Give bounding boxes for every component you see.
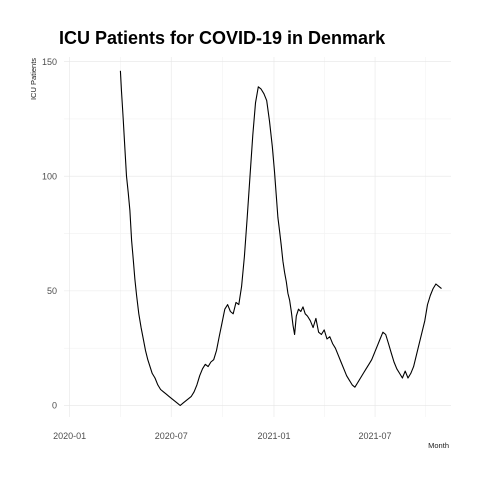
y-tick-label: 150	[42, 57, 57, 67]
y-axis-tick-labels: 0 50 100 150	[42, 57, 57, 411]
series-line-icu-patients	[119, 70, 442, 407]
major-gridlines	[64, 57, 451, 417]
x-axis-tick-labels: 2020-01 2020-07 2021-01 2021-07	[53, 431, 391, 441]
y-axis-label: ICU Patients	[29, 58, 38, 100]
x-tick-label: 2021-07	[359, 431, 392, 441]
chart-title: ICU Patients for COVID-19 in Denmark	[59, 28, 386, 48]
x-tick-label: 2020-07	[155, 431, 188, 441]
y-tick-label: 0	[52, 401, 57, 411]
x-tick-label: 2021-01	[257, 431, 290, 441]
y-tick-label: 50	[47, 286, 57, 296]
x-tick-label: 2020-01	[53, 431, 86, 441]
minor-gridlines	[64, 57, 451, 417]
x-axis-label: Month	[428, 441, 449, 450]
y-tick-label: 100	[42, 171, 57, 181]
